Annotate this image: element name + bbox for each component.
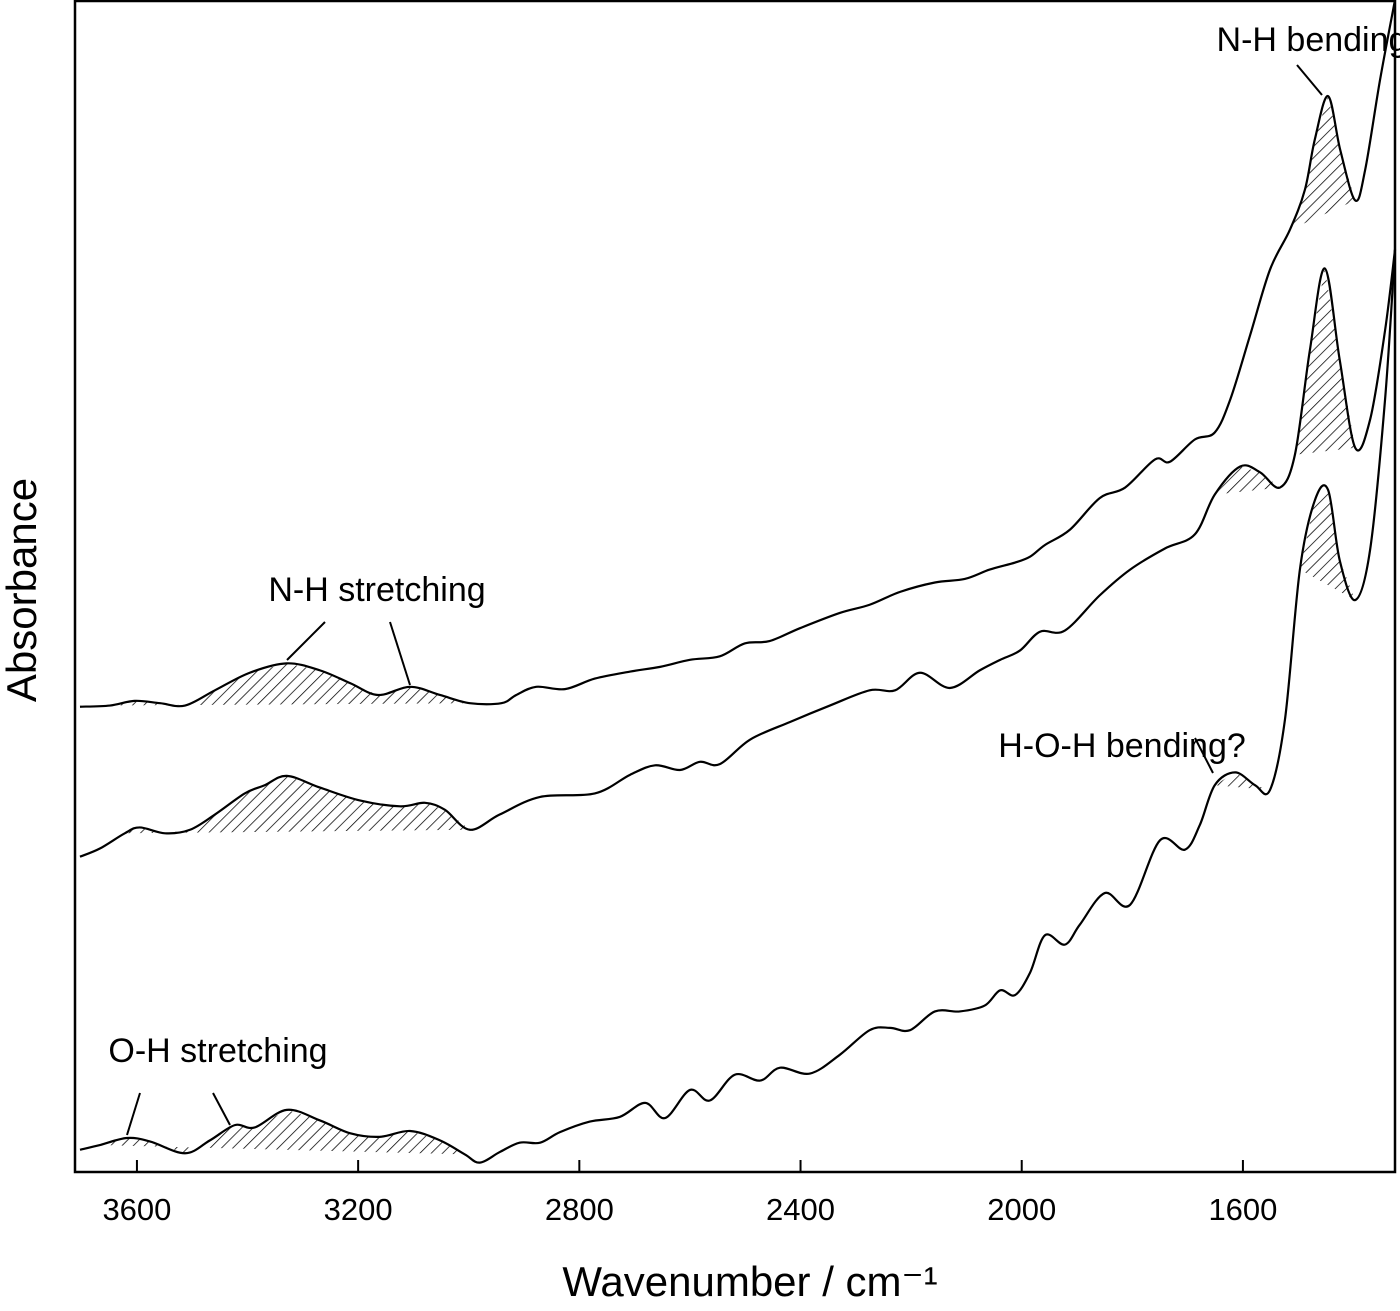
- spectrum-line: [79, 249, 1397, 858]
- tick-layer: 3600 3200 2800 2400 2000 1600: [102, 1160, 1277, 1227]
- leader-line: [1296, 64, 1323, 96]
- leader-line: [1194, 737, 1214, 774]
- hatched-band: [1214, 772, 1271, 790]
- spectrum-line: [79, 0, 1397, 708]
- x-axis-title: Wavenumber / cm⁻¹: [562, 1258, 937, 1305]
- leader-line: [212, 1092, 231, 1126]
- y-axis-title: Absorbance: [0, 478, 45, 702]
- curve-layer: [79, 0, 1397, 1164]
- annotation: N-H bending: [1217, 21, 1400, 59]
- x-tick-label: 3600: [102, 1192, 171, 1227]
- leader-line: [389, 621, 411, 686]
- hatched-band: [1214, 466, 1280, 495]
- hatch-layer: [99, 96, 1356, 1155]
- hatched-band: [124, 775, 470, 834]
- x-tick-label: 3200: [324, 1192, 393, 1227]
- annotation: O-H stretching: [108, 1032, 327, 1070]
- hatched-band: [1289, 96, 1356, 230]
- x-tick-label: 2400: [766, 1192, 835, 1227]
- plot-frame: [73, 0, 1397, 1174]
- hatched-band: [109, 663, 470, 706]
- hatched-band: [1294, 268, 1356, 455]
- hatched-band: [99, 1109, 465, 1155]
- x-tick-label: 1600: [1208, 1192, 1277, 1227]
- hatched-band: [1299, 489, 1356, 601]
- annotation: H-O-H bending?: [998, 727, 1246, 765]
- leader-line: [286, 621, 326, 661]
- x-tick-label: 2800: [545, 1192, 614, 1227]
- spectrum-line: [79, 249, 1397, 1164]
- x-tick-label: 2000: [987, 1192, 1056, 1227]
- annotation: N-H stretching: [268, 571, 485, 609]
- leader-line: [126, 1092, 141, 1136]
